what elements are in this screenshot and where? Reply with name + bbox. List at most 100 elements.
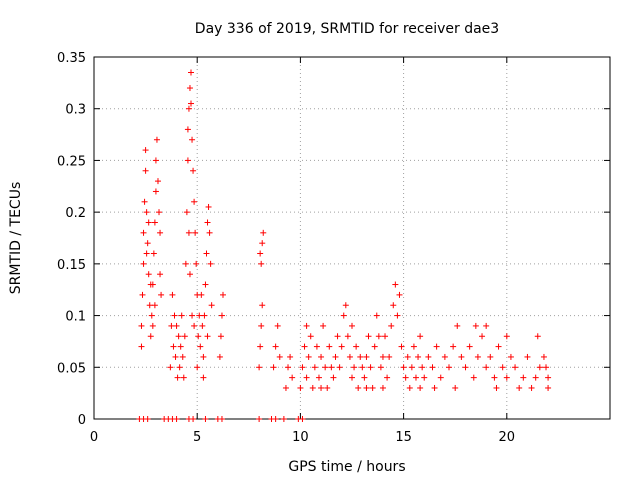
data-point <box>208 302 215 309</box>
data-point <box>256 364 263 371</box>
data-point <box>192 229 199 236</box>
data-point <box>169 291 176 298</box>
data-point <box>355 384 362 391</box>
data-point <box>536 364 543 371</box>
data-point <box>205 203 212 210</box>
data-point <box>217 333 224 340</box>
data-point <box>152 188 159 195</box>
data-point <box>190 416 197 422</box>
data-point <box>188 100 195 107</box>
data-point <box>545 374 552 381</box>
data-point <box>191 322 198 329</box>
y-tick-label: 0.1 <box>65 310 86 325</box>
data-point <box>297 384 304 391</box>
y-tick-label: 0.3 <box>65 103 86 118</box>
data-point <box>150 250 157 257</box>
data-point <box>379 353 386 360</box>
data-point <box>441 353 448 360</box>
data-point <box>141 198 148 205</box>
data-point <box>332 353 339 360</box>
data-point <box>446 364 453 371</box>
data-point <box>540 353 547 360</box>
data-point <box>186 85 193 92</box>
data-point <box>184 126 191 133</box>
data-point <box>258 322 265 329</box>
data-point <box>344 333 351 340</box>
data-point <box>340 312 347 319</box>
data-point <box>202 281 209 288</box>
data-point <box>258 260 265 267</box>
data-point <box>203 250 210 257</box>
data-point <box>388 322 395 329</box>
data-point <box>437 374 444 381</box>
x-axis: 0 5 10 15 20 <box>90 57 515 445</box>
data-point <box>272 416 279 422</box>
data-point <box>153 136 160 143</box>
data-point <box>487 353 494 360</box>
data-point <box>220 291 226 298</box>
data-point <box>179 353 186 360</box>
data-point <box>346 353 353 360</box>
data-point <box>285 364 292 371</box>
data-point <box>145 219 152 226</box>
data-point <box>151 302 158 309</box>
data-point <box>144 416 151 422</box>
data-point <box>507 353 514 360</box>
plot-area <box>93 56 611 420</box>
y-axis: 0 0.05 0.1 0.15 0.2 0.25 0.3 0.35 <box>57 51 610 428</box>
data-point <box>402 374 409 381</box>
data-point <box>173 322 180 329</box>
data-point <box>543 364 550 371</box>
data-point <box>259 302 266 309</box>
data-point <box>299 364 306 371</box>
data-point <box>149 322 156 329</box>
data-point <box>181 333 188 340</box>
data-point <box>204 333 211 340</box>
data-point <box>185 229 192 236</box>
x-tick-label: 5 <box>193 430 201 445</box>
data-point <box>139 291 146 298</box>
data-point <box>197 343 204 350</box>
data-point <box>287 353 294 360</box>
data-point <box>433 343 440 350</box>
data-point <box>359 364 366 371</box>
data-point <box>305 353 312 360</box>
data-point <box>303 322 310 329</box>
data-point <box>158 291 165 298</box>
y-tick-label: 0.05 <box>57 361 86 376</box>
data-point <box>144 240 151 247</box>
data-point <box>386 353 393 360</box>
data-point <box>201 312 208 319</box>
data-point <box>257 343 264 350</box>
data-point <box>412 374 419 381</box>
data-point <box>408 364 415 371</box>
data-point <box>138 322 145 329</box>
data-point <box>168 322 175 329</box>
data-point <box>301 343 308 350</box>
data-point <box>147 333 154 340</box>
data-point <box>204 219 211 226</box>
data-point <box>313 343 320 350</box>
data-point <box>190 167 197 174</box>
data-point <box>516 384 523 391</box>
data-point <box>318 353 325 360</box>
data-point <box>157 271 164 278</box>
data-point <box>493 384 500 391</box>
data-point <box>147 281 154 288</box>
data-point <box>194 364 201 371</box>
data-point <box>142 147 149 154</box>
scatter-series <box>136 69 552 422</box>
data-point <box>140 260 147 267</box>
x-tick-label: 10 <box>292 430 309 445</box>
data-point <box>520 374 527 381</box>
data-point <box>182 260 189 267</box>
data-point <box>349 322 355 329</box>
data-point <box>171 312 178 319</box>
data-point <box>365 333 372 340</box>
data-point <box>183 209 190 216</box>
data-point <box>311 364 318 371</box>
data-point <box>528 384 535 391</box>
data-point <box>143 250 150 257</box>
data-point <box>315 374 322 381</box>
